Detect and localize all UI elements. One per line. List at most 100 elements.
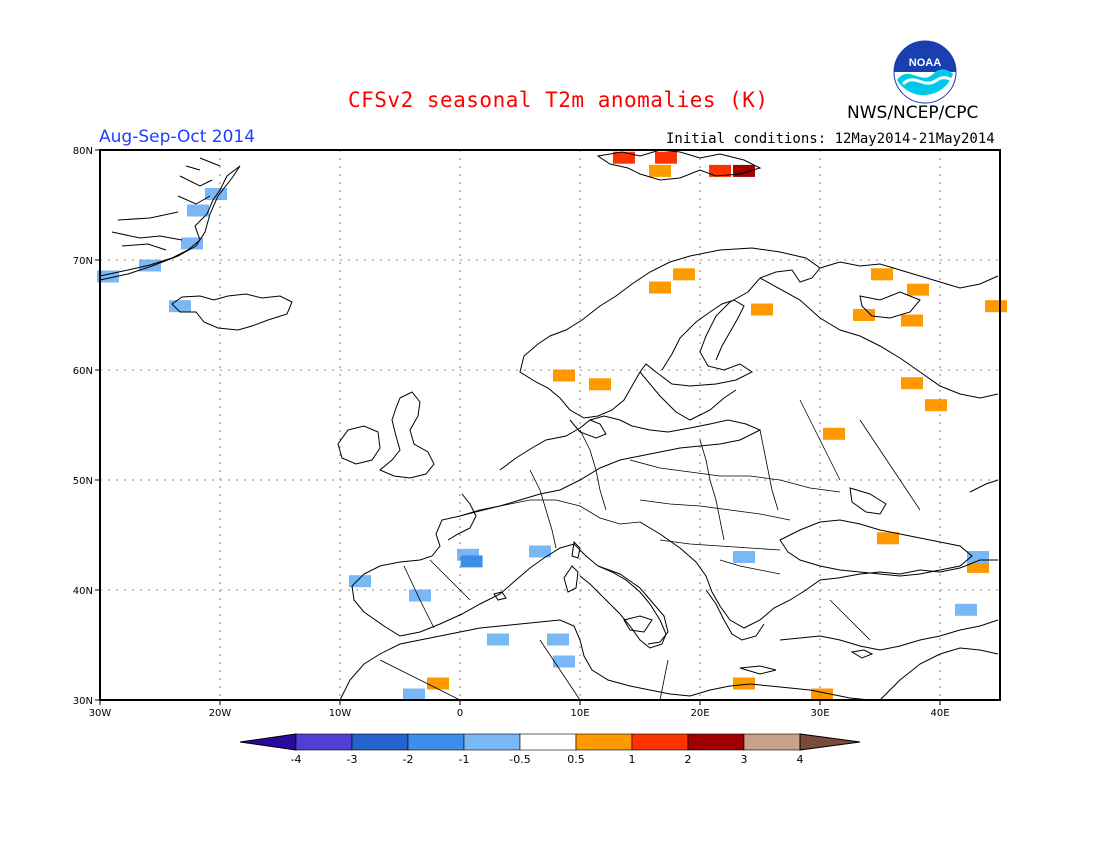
season-label: Aug-Sep-Oct 2014 [99,127,256,147]
lat-label: 70N [73,256,93,267]
anomaly-cell [547,633,569,646]
anomaly-cell [901,314,923,327]
colorbar-label: -3 [347,753,358,766]
coastline-azov [849,487,887,515]
colorbar-label: 4 [797,753,804,766]
anomaly-cell [553,655,575,668]
anomaly-cell [733,677,755,690]
initial-conditions-label: Initial conditions: 12May2014-21May2014 [666,131,995,147]
colorbar-swatch [631,733,689,751]
axis-labels: 30W 20W 10W 0 10E 20E 30E 40E 30N 40N 50N 60N 70N 80N [73,146,950,719]
map-gridlines [100,150,1000,700]
anomaly-cell [427,677,449,690]
colorbar-label: -1 [459,753,470,766]
colorbar-swatch [519,733,577,751]
anomaly-cell [553,369,575,382]
coastline-iceland [171,293,293,331]
coastline-greenland [99,165,241,281]
anomaly-cells [97,151,1007,701]
colorbar-label: 2 [685,753,692,766]
coastline-sardinia [563,565,579,593]
anomaly-cell [811,688,833,701]
anomaly-cell [925,399,947,412]
lat-label: 30N [73,696,93,707]
anomaly-cell [487,633,509,646]
anomaly-cell [403,688,425,701]
colorbar-swatch [575,733,633,751]
anomaly-cell [985,300,1007,313]
anomaly-cell [169,300,191,313]
lon-label: 0 [457,708,463,719]
coastline-balearics [493,591,507,601]
anomaly-cell [655,151,677,164]
anomaly-cell [871,268,893,281]
colorbar-label: 3 [741,753,748,766]
noaa-logo-text: NOAA [909,57,941,69]
lat-label: 60N [73,366,93,377]
anomaly-cell [649,164,671,177]
anomaly-cell [853,309,875,321]
colorbar-arrow-left [239,733,297,751]
coastline-western-europe [351,415,762,649]
borders [379,399,921,701]
lon-label: 30E [810,708,829,719]
organization-label: NWS/NCEP/CPC [847,103,979,123]
colorbar-swatch [743,733,801,751]
anomaly-cell [877,532,899,545]
lon-label: 40E [930,708,949,719]
colorbar-swatch [351,733,409,751]
anomaly-cell [649,281,671,294]
colorbar-swatch [407,733,465,751]
coastline-ireland [337,425,381,465]
anomaly-cell [955,603,977,616]
coastline-north-africa [339,619,871,701]
colorbar-label: 0.5 [567,753,585,766]
map-frame [99,149,1001,701]
colorbar-swatch [687,733,745,751]
anomaly-cell [751,303,773,316]
coastline-middle-east [879,647,999,701]
colorbar-label: 1 [629,753,636,766]
coastline-sicily [623,615,653,633]
coastline-crete [739,665,777,675]
lon-label: 10W [329,708,352,719]
map-title: CFSv2 seasonal T2m anomalies (K) [348,88,769,112]
colorbar-label: -4 [291,753,302,766]
anomaly-cell [529,545,551,558]
anomaly-cell [460,555,483,568]
colorbar: -4 -3 -2 -1 -0.5 0.5 1 2 3 4 [239,733,861,766]
anomaly-cell [205,188,227,200]
anomaly-cell [673,268,695,281]
coastline-great-britain [379,391,435,479]
coastline-gulf-bothnia [661,299,745,371]
anomaly-cell [709,164,731,177]
anomaly-cell [187,204,209,217]
coastline-baltic-sea [639,371,737,421]
coastline-greece [705,589,765,641]
anomaly-cell [613,151,635,164]
coastline-cyprus [850,649,874,659]
coastlines [99,149,999,701]
lon-label: 20E [690,708,709,719]
anomaly-cell [589,378,611,391]
anomaly-cell [823,427,845,440]
lon-label: 20W [209,708,232,719]
lon-label: 10E [570,708,589,719]
coastline-turkey-south [779,619,999,651]
lon-label: 30W [89,708,112,719]
lat-label: 40N [73,586,93,597]
coastline-white-sea [859,291,921,319]
colorbar-arrow-right [799,733,861,751]
colorbar-swatch [295,733,353,751]
anomaly-cell [733,551,755,563]
anomaly-cell [181,237,203,250]
lat-label: 80N [73,146,93,157]
anomaly-cell [901,377,923,390]
coastline-italy [597,565,669,645]
noaa-logo: NOAA [893,40,957,104]
anomaly-cell [907,283,929,296]
coastline-scandinavia [519,247,821,419]
coastline-kola [819,261,999,289]
colorbar-label: -2 [403,753,414,766]
